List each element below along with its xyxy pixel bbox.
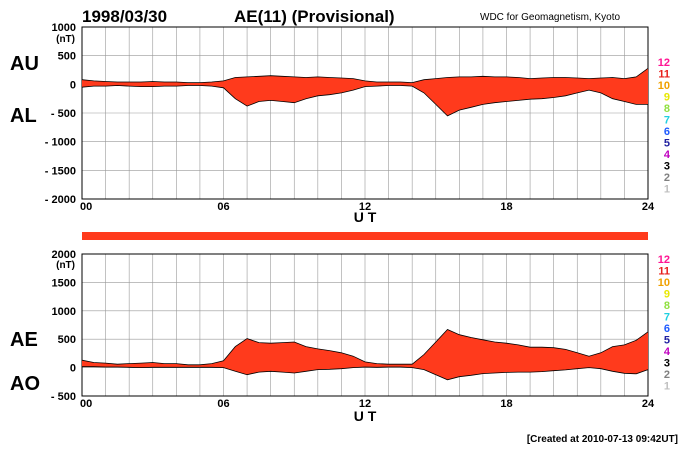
created-timestamp: [Created at 2010-07-13 09:42UT] [527, 434, 678, 445]
legend-number: 8 [664, 103, 670, 115]
plot-frame [81, 26, 649, 200]
x-axis-label-bottom: U T [354, 408, 377, 424]
legend-number: 3 [664, 161, 670, 173]
legend-number: 7 [664, 312, 670, 324]
legend-number: 9 [664, 92, 670, 104]
panel-ae-ao: (nT) AE AO 2000 1500 1000 500 0 - 500 00 06 12 1… [10, 249, 655, 424]
y-tick-label: 1000 [52, 306, 76, 318]
legend-number: 11 [658, 69, 670, 81]
legend-number: 6 [664, 323, 670, 335]
legend-number: 5 [664, 335, 670, 347]
grid-bottom [81, 253, 649, 397]
x-tick-label: 06 [217, 398, 229, 410]
x-tick-label: 18 [500, 398, 512, 410]
x-tick-label: 18 [500, 201, 512, 213]
y-tick-label: - 1000 [45, 137, 76, 149]
x-tick-label: 00 [80, 398, 92, 410]
legend-number: 10 [658, 80, 670, 92]
legend-number: 1 [664, 184, 670, 196]
x-tick-label: 12 [359, 398, 371, 410]
y-ticks-top: 1000 500 0 - 500 - 1000 - 1500 - 2000 [45, 22, 76, 206]
x-tick-label: 06 [217, 201, 229, 213]
legend-number: 2 [664, 172, 670, 184]
x-tick-label: 24 [642, 201, 655, 213]
legend-number: 10 [658, 277, 670, 289]
series-line-al [81, 85, 648, 117]
lines-bottom [81, 329, 649, 381]
ao-side-label: AO [10, 373, 40, 395]
legend-number: 9 [664, 289, 670, 301]
al-side-label: AL [10, 105, 37, 127]
y-tick-label: - 1500 [45, 165, 76, 177]
y-ticks-bottom: 2000 1500 1000 500 0 - 500 [51, 249, 76, 403]
y-tick-label: 1000 [52, 22, 76, 34]
series-line-ao [82, 366, 649, 381]
separator-bar [82, 232, 648, 240]
source-label: WDC for Geomagnetism, Kyoto [480, 12, 620, 23]
legend-number: 7 [664, 115, 670, 127]
filled-area [82, 68, 648, 116]
x-tick-label: 24 [642, 398, 655, 410]
y-tick-label: - 2000 [45, 194, 76, 206]
y-tick-label: 500 [58, 334, 76, 346]
legend-number: 12 [658, 254, 670, 266]
x-tick-label: 12 [359, 201, 371, 213]
legend-number: 6 [664, 126, 670, 138]
legend-number: 2 [664, 369, 670, 381]
ae-side-label: AE [10, 329, 38, 351]
au-side-label: AU [10, 53, 39, 75]
date-label: 1998/03/30 [82, 7, 167, 26]
legend-number: 11 [658, 266, 670, 278]
legend-number: 5 [664, 138, 670, 150]
y-tick-label: - 500 [51, 108, 76, 120]
plot-frame [81, 253, 649, 397]
chart-title: AE(11) (Provisional) [234, 7, 395, 26]
y-tick-label: - 500 [51, 391, 76, 403]
series-line-au [81, 67, 649, 84]
legend-number: 4 [664, 149, 671, 161]
legend-number: 8 [664, 300, 670, 312]
panel-au-al: (nT) AU AL 1000 500 0 - 500 - 1000 - 1500 - 20… [10, 22, 655, 225]
y-tick-label: 500 [58, 51, 76, 63]
y-tick-label: 0 [70, 363, 76, 375]
series-line-ae [81, 329, 649, 366]
y-tick-label: 0 [70, 79, 76, 91]
grid-top [81, 26, 649, 200]
x-tick-label: 00 [80, 201, 92, 213]
x-ticks-top: 00 06 12 18 24 [80, 201, 655, 213]
lines-top [81, 67, 649, 117]
x-ticks-bottom: 00 06 12 18 24 [80, 398, 655, 410]
area-top [82, 68, 648, 116]
legend-number: 4 [664, 346, 671, 358]
legend-number: 1 [664, 381, 670, 393]
unit-label-top: (nT) [56, 34, 75, 45]
legend-number: 12 [658, 57, 670, 69]
unit-label-bottom: (nT) [56, 260, 75, 271]
y-tick-label: 1500 [52, 277, 76, 289]
y-tick-label: 2000 [52, 249, 76, 261]
legend-number: 3 [664, 358, 670, 370]
x-axis-label-top: U T [354, 209, 377, 225]
